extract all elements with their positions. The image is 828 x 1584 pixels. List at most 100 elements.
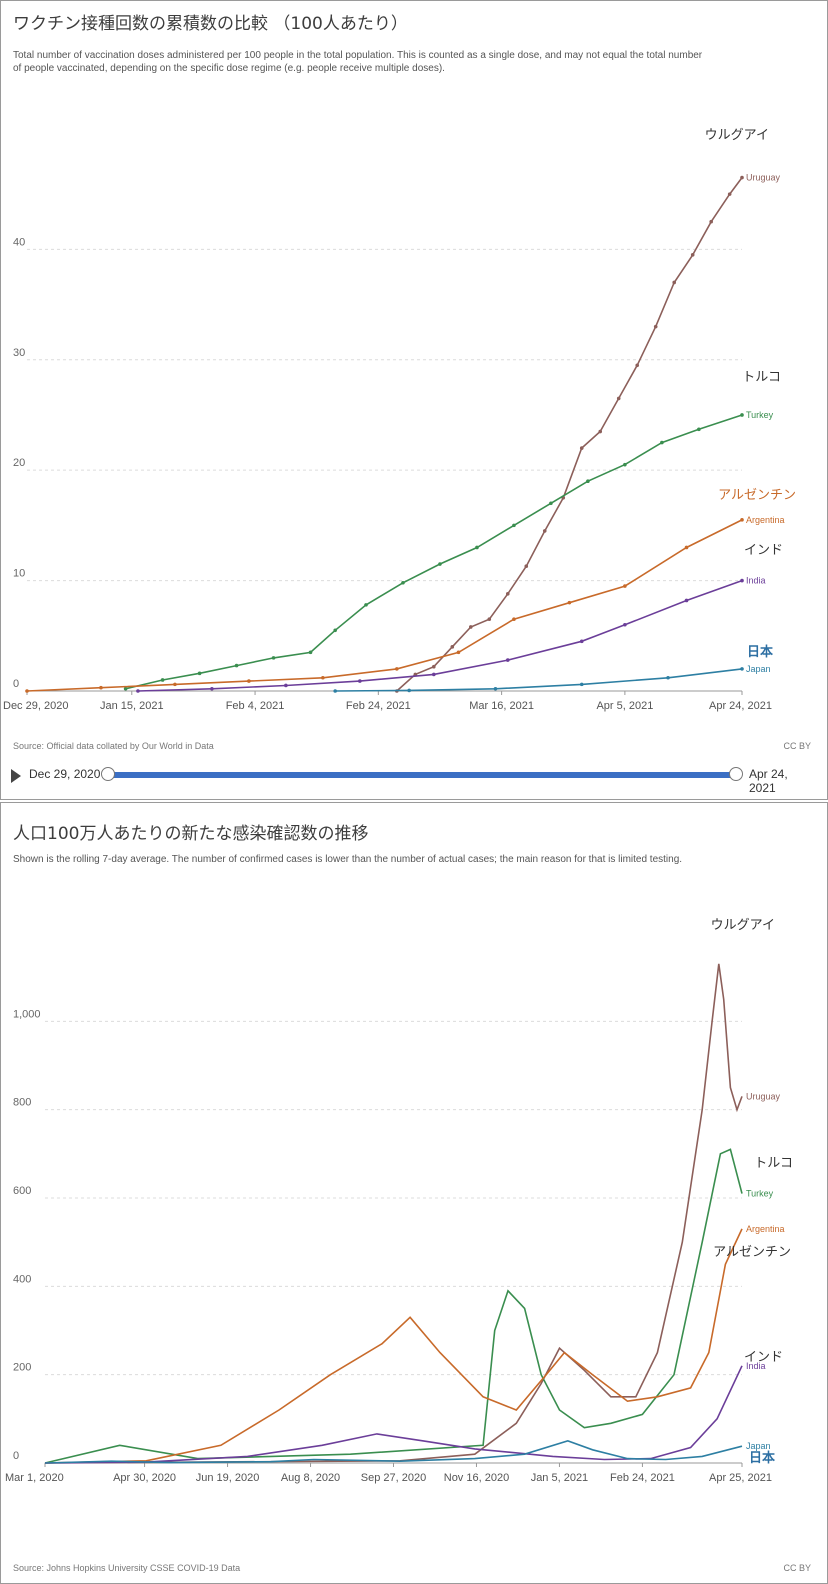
series-label-ja-argentina: アルゼンチン bbox=[718, 487, 796, 502]
data-point-argentina bbox=[623, 584, 627, 588]
timeline-end-handle[interactable] bbox=[729, 767, 743, 781]
data-point-uruguay bbox=[487, 617, 492, 622]
x-tick-label: Mar 16, 2021 bbox=[469, 700, 534, 712]
series-label-ja-india: インド bbox=[744, 1349, 783, 1364]
data-point-turkey bbox=[740, 413, 744, 417]
data-point-argentina bbox=[321, 675, 325, 680]
chart-source: Source: Johns Hopkins University CSSE CO… bbox=[13, 1563, 241, 1573]
y-tick-label: 200 bbox=[13, 1362, 31, 1374]
data-point-japan bbox=[666, 675, 670, 680]
y-tick-label: 10 bbox=[13, 568, 25, 580]
data-point-india bbox=[432, 672, 436, 677]
data-point-turkey bbox=[234, 663, 239, 668]
data-point-india bbox=[623, 622, 627, 627]
data-point-argentina bbox=[247, 679, 251, 683]
series-line-argentina bbox=[44, 1228, 743, 1464]
data-point-turkey bbox=[623, 462, 627, 467]
data-point-turkey bbox=[697, 427, 701, 432]
data-point-india bbox=[684, 598, 689, 603]
x-tick-label: Jan 15, 2021 bbox=[100, 700, 164, 712]
data-point-uruguay bbox=[505, 592, 510, 596]
data-point-turkey bbox=[475, 545, 479, 550]
series-label-turkey: Turkey bbox=[746, 410, 774, 420]
data-point-uruguay bbox=[653, 324, 658, 329]
x-tick-label: Aug 8, 2020 bbox=[281, 1472, 340, 1484]
data-point-uruguay bbox=[709, 219, 713, 224]
series-line-uruguay bbox=[396, 177, 743, 692]
data-point-uruguay bbox=[598, 429, 603, 434]
data-point-uruguay bbox=[727, 192, 732, 196]
timeline-start-handle[interactable] bbox=[101, 767, 115, 781]
series-line-india bbox=[137, 579, 743, 692]
series-label-ja-argentina: アルゼンチン bbox=[713, 1244, 791, 1259]
series-line-argentina bbox=[26, 519, 743, 692]
data-point-japan bbox=[407, 688, 411, 693]
data-point-japan bbox=[740, 667, 744, 671]
y-tick-label: 0 bbox=[13, 678, 19, 690]
data-point-turkey bbox=[197, 671, 202, 676]
series-line-uruguay bbox=[44, 963, 743, 1464]
x-tick-label: Feb 4, 2021 bbox=[226, 700, 285, 712]
data-point-turkey bbox=[549, 501, 553, 506]
x-tick-label: Apr 30, 2020 bbox=[113, 1472, 176, 1484]
x-tick-label: Jan 5, 2021 bbox=[531, 1472, 589, 1484]
series-label-india: India bbox=[746, 1361, 766, 1371]
data-point-uruguay bbox=[740, 175, 744, 180]
series-label-ja-japan: 日本 bbox=[747, 644, 773, 659]
data-point-argentina bbox=[25, 689, 29, 693]
data-point-uruguay bbox=[672, 280, 676, 285]
data-point-uruguay bbox=[450, 645, 455, 649]
series-label-ja-india: インド bbox=[744, 542, 783, 557]
chart-title: ワクチン接種回数の累積数の比較 （100人あたり） bbox=[13, 14, 408, 34]
series-label-ja-turkey: トルコ bbox=[742, 369, 781, 384]
x-tick-label: Sep 27, 2020 bbox=[361, 1472, 426, 1484]
series-label-ja-uruguay: ウルグアイ bbox=[705, 127, 769, 142]
x-tick-label: Apr 5, 2021 bbox=[596, 700, 653, 712]
data-point-japan bbox=[579, 682, 584, 687]
timeline-start-label: Dec 29, 2020 bbox=[29, 767, 101, 781]
data-point-argentina bbox=[740, 518, 744, 522]
data-point-turkey bbox=[512, 523, 516, 528]
x-tick-label: Apr 25, 2021 bbox=[709, 1472, 772, 1484]
x-tick-label: Feb 24, 2021 bbox=[610, 1472, 675, 1484]
y-tick-label: 30 bbox=[13, 347, 25, 359]
data-point-turkey bbox=[401, 580, 405, 585]
x-tick-label: Dec 29, 2020 bbox=[3, 700, 68, 712]
y-tick-label: 800 bbox=[13, 1097, 31, 1109]
data-point-argentina bbox=[567, 600, 572, 605]
data-point-india bbox=[579, 639, 584, 644]
series-label-ja-turkey: トルコ bbox=[754, 1155, 793, 1170]
timeline-track[interactable] bbox=[107, 772, 735, 778]
data-point-argentina bbox=[684, 545, 689, 550]
chart-license: CC BY bbox=[783, 741, 811, 751]
data-point-uruguay bbox=[542, 529, 547, 533]
data-point-japan bbox=[333, 689, 337, 693]
data-point-uruguay bbox=[635, 363, 640, 368]
series-line-india bbox=[44, 1365, 743, 1464]
data-point-turkey bbox=[333, 628, 337, 633]
data-point-india bbox=[136, 689, 140, 693]
chart-source: Source: Official data collated by Our Wo… bbox=[13, 741, 214, 751]
data-point-uruguay bbox=[468, 625, 473, 629]
play-icon[interactable] bbox=[11, 769, 21, 783]
data-point-uruguay bbox=[524, 564, 529, 569]
data-point-turkey bbox=[438, 562, 442, 566]
data-point-india bbox=[740, 578, 744, 583]
chart-subtitle: Total number of vaccination doses admini… bbox=[13, 50, 703, 74]
data-point-turkey bbox=[123, 686, 128, 691]
data-point-turkey bbox=[271, 656, 276, 660]
y-tick-label: 20 bbox=[13, 457, 25, 469]
data-point-turkey bbox=[160, 678, 165, 682]
data-point-argentina bbox=[99, 685, 103, 690]
y-tick-label: 40 bbox=[13, 236, 25, 248]
data-point-uruguay bbox=[690, 253, 695, 257]
series-line-turkey bbox=[44, 1148, 743, 1464]
x-tick-label: Mar 1, 2020 bbox=[5, 1472, 64, 1484]
x-tick-label: Apr 24, 2021 bbox=[709, 700, 772, 712]
data-point-uruguay bbox=[616, 396, 621, 401]
data-point-uruguay bbox=[579, 446, 584, 450]
data-point-argentina bbox=[173, 682, 177, 687]
data-point-argentina bbox=[395, 667, 399, 671]
timeline-slider[interactable]: Dec 29, 2020 Apr 24, 2021 bbox=[11, 765, 817, 795]
x-tick-label: Nov 16, 2020 bbox=[444, 1472, 509, 1484]
